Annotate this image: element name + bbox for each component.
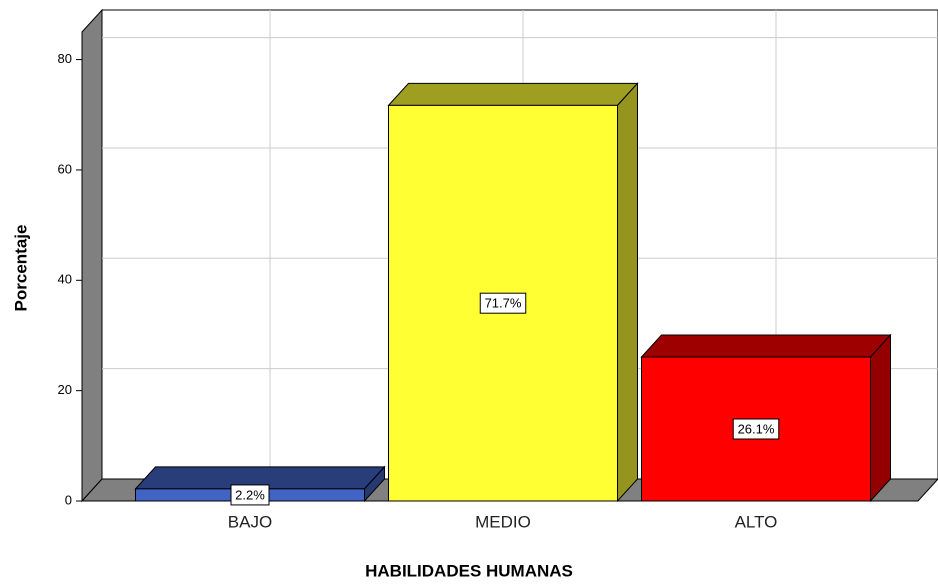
value-label-box [479,292,527,314]
x-tick-label: ALTO [735,512,778,531]
x-axis-title: HABILIDADES HUMANAS [365,561,573,580]
x-tick-label: BAJO [228,512,272,531]
bar-side [870,333,891,503]
left-wall [81,8,103,503]
bar-side [617,82,638,503]
bar-top [640,334,892,358]
bar-top [387,82,639,106]
y-tick-label: 80 [58,51,72,66]
y-axis-title: Porcentaje [11,225,30,312]
value-label: 2.2% [235,487,265,502]
y-tick-label: 0 [65,492,72,507]
value-label-box [230,484,270,506]
value-label-box [732,418,780,440]
value-label: 71.7% [485,296,522,311]
y-tick-label: 20 [58,382,72,397]
value-label: 26.1% [738,421,775,436]
x-tick-label: MEDIO [475,512,531,531]
y-tick-label: 60 [58,161,72,176]
y-tick-label: 40 [58,272,72,287]
